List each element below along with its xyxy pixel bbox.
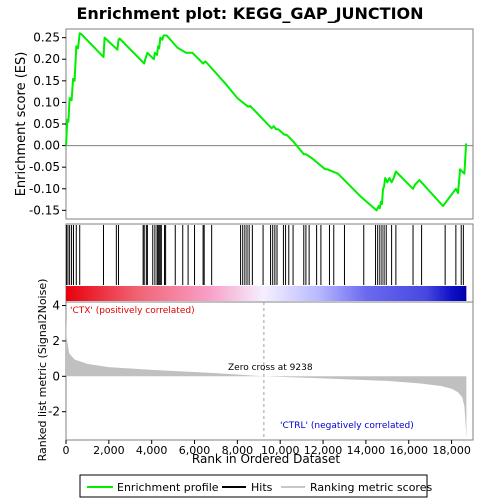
negative-correlation-label: 'CTRL' (negatively correlated): [280, 421, 414, 431]
es-y-axis: -0.15 -0.10 -0.05 0.00 0.05 0.10 0.15 0.20 0.25: [29, 31, 66, 217]
x-tick-label: 12,000: [304, 444, 343, 457]
x-axis-label: Rank in Ordered Dataset: [192, 452, 340, 466]
es-y-tick-label: -0.05: [29, 160, 60, 174]
es-y-tick-label: -0.10: [29, 182, 60, 196]
es-y-tick-label: 0.15: [33, 74, 60, 88]
es-y-tick-label: 0.25: [33, 31, 60, 45]
legend-label-ranking: Ranking metric scores: [310, 481, 432, 494]
positive-correlation-label: 'CTX' (positively correlated): [70, 306, 195, 316]
ranking-heatmap-bar: [66, 286, 467, 301]
x-tick-label: 18,000: [432, 444, 471, 457]
x-tick-label: 16,000: [389, 444, 428, 457]
legend-label-enrichment: Enrichment profile: [117, 481, 219, 494]
metric-y-tick-label: 2: [52, 334, 60, 348]
metric-y-axis: -2 0 2 4: [48, 299, 66, 419]
x-tick-label: 6,000: [179, 444, 211, 457]
legend-label-hits: Hits: [251, 481, 273, 494]
es-y-tick-label: 0.10: [33, 95, 60, 109]
x-tick-label: 4,000: [136, 444, 168, 457]
x-tick-label: 8,000: [222, 444, 254, 457]
metric-y-tick-label: 0: [52, 369, 60, 383]
x-axis: 0 2,000 4,000 6,000 8,000 10,000 12,000 14,000 1…: [63, 440, 471, 457]
x-tick-label: 0: [63, 444, 70, 457]
es-y-axis-label: Enrichment score (ES): [14, 52, 29, 197]
es-panel-frame: [65, 28, 474, 220]
hit-marks: [65, 225, 464, 285]
zero-cross-label: Zero cross at 9238: [228, 363, 313, 373]
es-y-tick-label: 0.20: [33, 52, 60, 66]
x-tick-label: 14,000: [347, 444, 386, 457]
enrichment-profile-line: [65, 32, 468, 212]
metric-y-tick-label: 4: [52, 299, 60, 313]
ranking-metric-area: [66, 314, 467, 439]
es-y-tick-label: 0.00: [33, 139, 60, 153]
x-tick-label: 2,000: [93, 444, 125, 457]
es-y-tick-label: -0.15: [29, 203, 60, 217]
metric-y-axis-label: Ranked list metric (Signal2Noise): [36, 279, 49, 462]
es-y-tick-label: 0.05: [33, 117, 60, 131]
x-tick-label: 10,000: [261, 444, 300, 457]
legend-box: [79, 474, 428, 498]
chart-title: Enrichment plot: KEGG_GAP_JUNCTION: [76, 4, 423, 23]
metric-y-tick-label: -2: [48, 405, 60, 419]
